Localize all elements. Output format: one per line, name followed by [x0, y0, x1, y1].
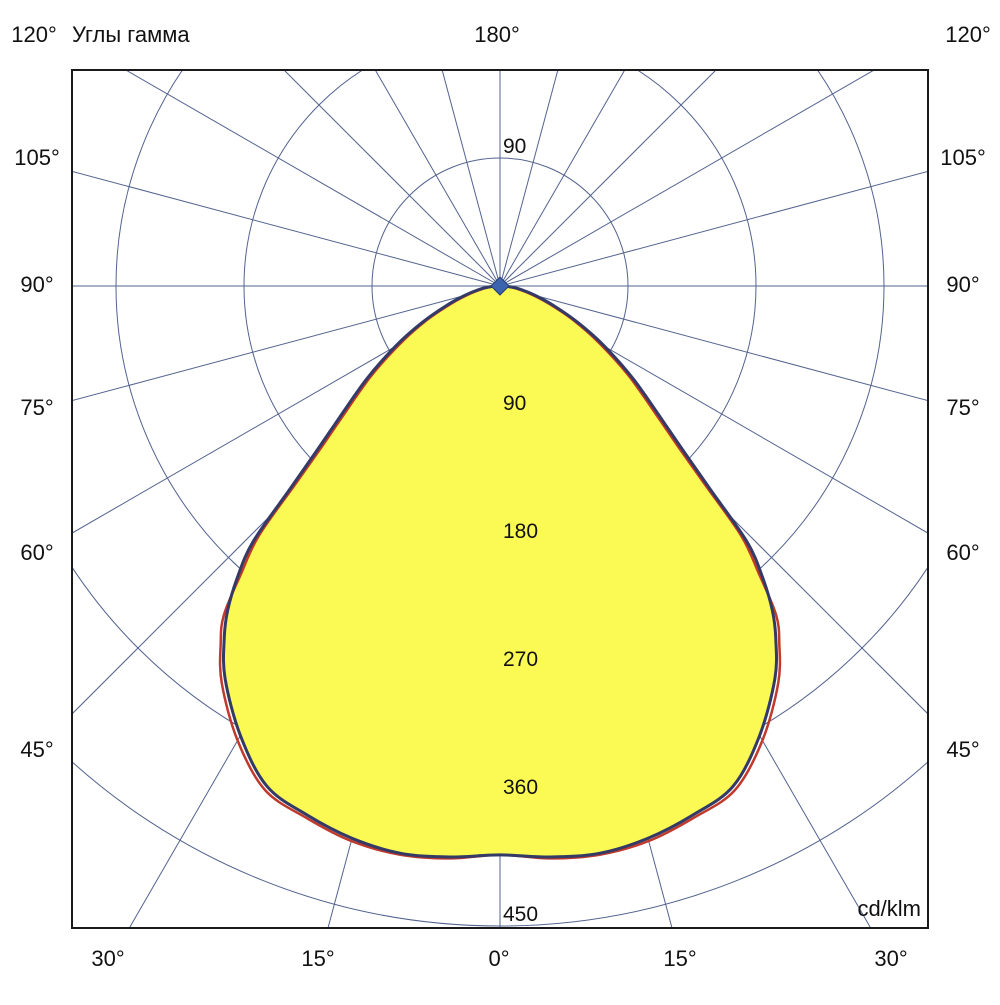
angle-label-120-top-left: 120° — [11, 22, 57, 47]
grid-ray-150 — [499, 70, 626, 287]
angle-label-45-left: 45° — [20, 737, 53, 762]
angle-label-90-left: 90° — [20, 272, 53, 297]
ring-label-180: 180 — [503, 520, 538, 543]
angle-label-30-bottom-left: 30° — [91, 946, 124, 971]
grid-ray-285 — [72, 285, 501, 402]
ring-label-90-top: 90 — [503, 135, 526, 158]
angle-label-75-right: 75° — [946, 395, 979, 420]
grid-ray-105 — [499, 170, 928, 287]
ring-labels: 90 90 180 270 360 450 — [503, 135, 538, 926]
angle-label-0-bottom: 0° — [488, 946, 509, 971]
grid-ray-255 — [72, 170, 501, 287]
ring-label-450: 450 — [503, 903, 538, 926]
top-labels: 120° Углы гамма 180° 120° — [11, 22, 991, 47]
angle-label-75-left: 75° — [20, 395, 53, 420]
right-axis-labels: 105° 90° 75° 60° 45° — [940, 145, 986, 762]
grid-ray-75 — [499, 285, 928, 402]
curve-plane-c90-c270 — [221, 284, 779, 859]
grid-ray-60 — [499, 285, 928, 534]
diagram-title: Углы гамма — [72, 22, 190, 47]
angle-label-15-bottom-right: 15° — [663, 946, 696, 971]
grid-ray-165 — [499, 70, 559, 287]
plot-frame — [71, 69, 929, 929]
angle-label-105-left: 105° — [14, 145, 60, 170]
grid-ray-210 — [374, 70, 501, 287]
angle-label-120-top-right: 120° — [945, 22, 991, 47]
bottom-axis-labels: 30° 15° 0° 15° 30° — [91, 946, 907, 971]
ring-label-270: 270 — [503, 648, 538, 671]
angle-label-60-left: 60° — [20, 540, 53, 565]
angle-label-30-bottom-right: 30° — [874, 946, 907, 971]
angle-label-90-right: 90° — [946, 272, 979, 297]
angle-label-180-top: 180° — [474, 22, 520, 47]
ring-label-90-bottom: 90 — [503, 392, 526, 415]
grid-ray-120 — [499, 70, 876, 287]
grid-ray-225 — [283, 70, 501, 287]
center-marker-diamond-icon — [490, 276, 510, 296]
grid-ray-135 — [499, 70, 717, 287]
angle-label-105-right: 105° — [940, 145, 986, 170]
unit-label: cd/klm — [857, 896, 921, 921]
grid-ray-195 — [441, 70, 501, 287]
angle-label-60-right: 60° — [946, 540, 979, 565]
left-axis-labels: 105° 90° 75° 60° 45° — [14, 145, 60, 762]
angle-label-45-right: 45° — [946, 737, 979, 762]
grid-ray-300 — [72, 285, 501, 534]
intensity-lobe-fill — [223, 286, 777, 858]
grid-ray-240 — [124, 70, 501, 287]
angle-label-15-bottom-left: 15° — [301, 946, 334, 971]
ring-label-360: 360 — [503, 776, 538, 799]
